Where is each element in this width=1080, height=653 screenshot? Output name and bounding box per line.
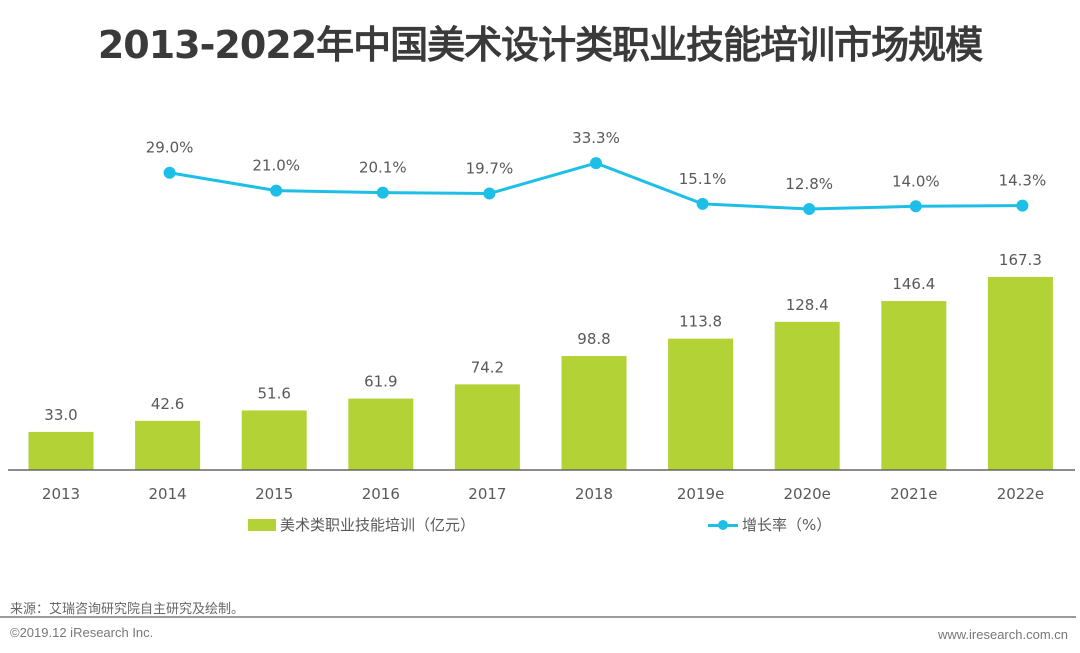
- x-tick-label: 2015: [255, 485, 293, 503]
- bar-2022e: [987, 276, 1053, 470]
- footer-divider: [0, 616, 1076, 618]
- growth-value-label: 14.3%: [999, 172, 1047, 190]
- legend-bar-label: 美术类职业技能培训（亿元）: [280, 516, 476, 534]
- bar-value-label: 167.3: [999, 251, 1042, 269]
- growth-point-2019e: [696, 197, 709, 210]
- bar-value-label: 74.2: [471, 358, 504, 376]
- bar-value-label: 98.8: [577, 330, 610, 348]
- growth-value-label: 19.7%: [466, 160, 514, 178]
- bar-2013: [28, 431, 94, 470]
- growth-value-label: 15.1%: [679, 170, 727, 188]
- bar-value-label: 51.6: [257, 384, 290, 402]
- growth-point-2014: [163, 166, 176, 179]
- growth-value-label: 33.3%: [572, 129, 620, 147]
- bar-2018: [561, 355, 627, 470]
- bar-2016: [348, 398, 414, 470]
- legend-line-label: 增长率（%）: [742, 516, 832, 534]
- legend-item-line: 增长率（%）: [708, 514, 831, 535]
- x-tick-label: 2013: [42, 485, 80, 503]
- x-tick-label: 2016: [362, 485, 400, 503]
- growth-value-label: 14.0%: [892, 172, 940, 190]
- growth-point-2016: [376, 186, 389, 199]
- legend-line-swatch: [708, 519, 738, 531]
- x-tick-label: 2014: [149, 485, 187, 503]
- bar-value-label: 42.6: [151, 395, 184, 413]
- bar-2021e: [881, 301, 947, 470]
- bar-value-label: 33.0: [44, 406, 77, 424]
- bar-value-label: 61.9: [364, 373, 397, 391]
- bar-2015: [241, 410, 307, 470]
- x-tick-label: 2018: [575, 485, 613, 503]
- x-tick-label: 2021e: [890, 485, 937, 503]
- bar-value-label: 128.4: [786, 296, 829, 314]
- growth-value-label: 20.1%: [359, 159, 407, 177]
- bar-2014: [135, 420, 201, 470]
- growth-value-label: 21.0%: [252, 157, 300, 175]
- growth-point-2015: [270, 184, 283, 197]
- chart-title: 2013-2022年中国美术设计类职业技能培训市场规模: [97, 23, 983, 67]
- copyright-text: ©2019.12 iResearch Inc.: [10, 625, 154, 640]
- growth-point-2022e: [1016, 199, 1029, 212]
- bar-value-label: 113.8: [679, 313, 722, 331]
- growth-point-2018: [590, 157, 602, 170]
- x-tick-label: 2020e: [783, 485, 830, 503]
- growth-value-label: 29.0%: [146, 139, 194, 157]
- bar-2017: [454, 384, 520, 470]
- website-link[interactable]: www.iresearch.com.cn: [937, 627, 1068, 642]
- growth-value-label: 12.8%: [785, 175, 833, 193]
- bar-2020e: [774, 321, 840, 470]
- x-tick-label: 2019e: [677, 485, 724, 503]
- bar-value-label: 146.4: [892, 275, 935, 293]
- growth-point-2017: [483, 187, 496, 200]
- bar-2019e: [668, 338, 734, 470]
- growth-point-2021e: [909, 200, 922, 213]
- legend-bar-swatch: [248, 518, 276, 531]
- line-layer: 29.0% 21.0% 20.1% 19.7% 33.3% 15.1% 12.8% 14.0%…: [146, 129, 1046, 215]
- source-note: 来源：艾瑞咨询研究院自主研究及绘制。: [10, 602, 245, 617]
- x-tick-labels: 2013 2014 2015 2016 2017 2018 2019e 2020e 2021e 2…: [42, 485, 1044, 503]
- bars-layer: 33.0 42.6 51.6 61.9 74.2 98.8 113.8 128.4 146.4 1…: [28, 251, 1053, 470]
- legend-item-bar: 美术类职业技能培训（亿元）: [248, 514, 475, 535]
- x-tick-label: 2022e: [997, 485, 1044, 503]
- growth-point-2020e: [803, 203, 816, 215]
- x-tick-label: 2017: [468, 485, 506, 503]
